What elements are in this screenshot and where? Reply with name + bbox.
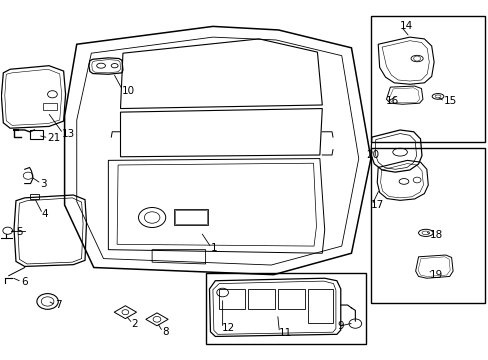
Text: 20: 20 [366, 150, 378, 160]
Text: 11: 11 [278, 328, 291, 338]
Bar [175, 210, 206, 224]
Text: 7: 7 [55, 300, 61, 310]
Bar [30, 130, 43, 139]
Bar [218, 289, 245, 309]
Text: 6: 6 [21, 277, 27, 287]
Text: 21: 21 [47, 133, 61, 143]
Text: 13: 13 [62, 129, 75, 139]
Bar [307, 289, 332, 323]
Text: 14: 14 [399, 21, 412, 31]
Bar [248, 289, 275, 309]
Text: 2: 2 [131, 319, 138, 329]
Bar [370, 148, 484, 303]
Text: 16: 16 [385, 96, 398, 107]
Text: 8: 8 [162, 327, 168, 337]
Bar [174, 208, 207, 225]
Text: 1: 1 [210, 243, 217, 253]
Text: 17: 17 [370, 200, 384, 210]
Text: 4: 4 [41, 209, 48, 219]
Text: 18: 18 [429, 230, 443, 240]
Text: 12: 12 [221, 323, 234, 333]
Bar [205, 273, 366, 344]
Text: 10: 10 [122, 86, 135, 96]
Text: 3: 3 [40, 179, 47, 189]
Text: 9: 9 [336, 321, 343, 332]
Bar [370, 16, 484, 143]
Text: 19: 19 [429, 270, 443, 280]
Text: 15: 15 [443, 96, 456, 107]
Bar [43, 103, 57, 111]
Text: 5: 5 [16, 227, 22, 237]
Bar [278, 289, 304, 309]
Bar [30, 194, 39, 199]
